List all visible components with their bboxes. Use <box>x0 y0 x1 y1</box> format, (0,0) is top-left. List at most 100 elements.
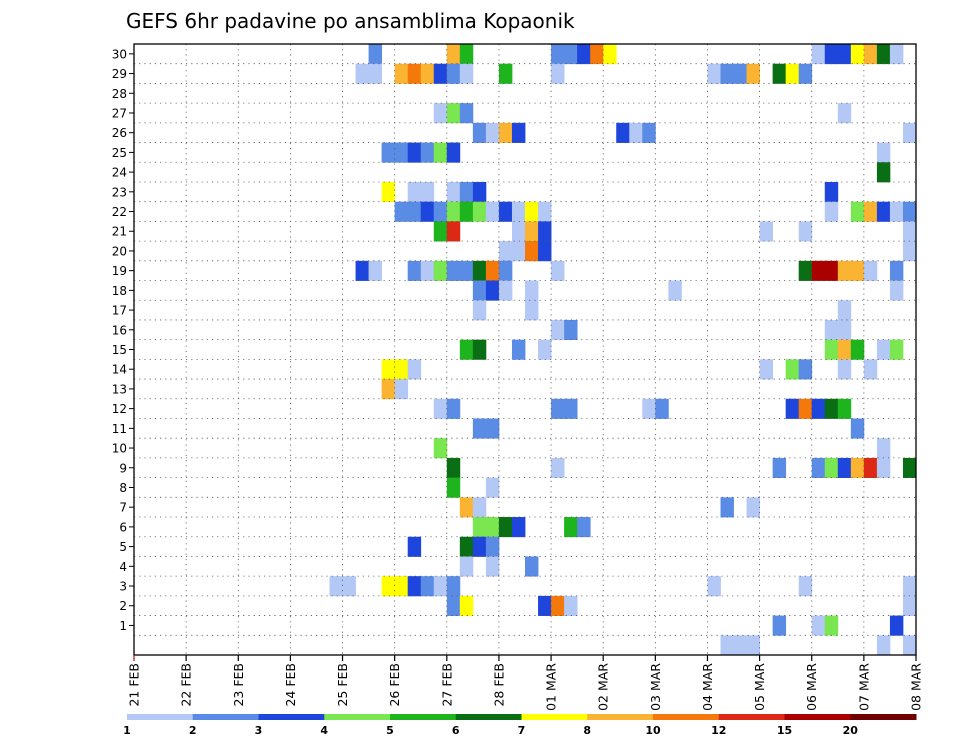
cell-m29-s51 <box>798 63 813 84</box>
cell-m14-s50 <box>785 359 800 380</box>
x-tick-label: 28 FEB <box>491 663 506 707</box>
cell-m26-s39 <box>642 122 656 143</box>
cell-m26-s26 <box>472 122 487 143</box>
cell-m30-s32 <box>551 44 565 65</box>
cell-m8-s24 <box>446 477 461 498</box>
cell-m19-s51 <box>798 260 813 281</box>
cell-m25-s22 <box>420 142 435 163</box>
cell-m16-s32 <box>551 319 565 341</box>
colorbar-label: 12 <box>711 724 726 737</box>
cell-m19-s24 <box>446 260 461 281</box>
cell-m30-s56 <box>863 44 878 65</box>
y-axis: 1234567891011121314151617181920212223242… <box>112 47 134 633</box>
cell-m21-s51 <box>798 221 813 242</box>
cell-m19-s32 <box>551 260 565 281</box>
cell-m11-s26 <box>472 418 487 439</box>
cell-m15-s54 <box>837 339 852 360</box>
y-tick-label: 17 <box>112 304 127 318</box>
cell-m29-s21 <box>407 63 422 84</box>
cell-m29-s45 <box>720 63 734 84</box>
cell-m19-s56 <box>863 260 878 281</box>
cell-m15-s53 <box>824 339 839 360</box>
cell-m17-s30 <box>525 300 539 321</box>
colorbar-label: 7 <box>518 724 526 737</box>
cell-m1-s52 <box>811 615 826 636</box>
cell-m25-s20 <box>394 142 409 163</box>
cell-m23-s22 <box>420 181 435 203</box>
cell-m29-s20 <box>394 63 409 84</box>
cell-m26-s27 <box>485 122 500 143</box>
cell-m10-s23 <box>433 438 448 459</box>
cell-m7-s45 <box>720 497 734 518</box>
cell-m12-s39 <box>642 398 656 419</box>
cell-m22-s58 <box>889 201 904 222</box>
cell-m20-s59 <box>902 241 917 262</box>
cell-m30-s35 <box>590 44 604 65</box>
cell-m6-s33 <box>564 517 578 538</box>
cell-m12-s50 <box>785 398 800 419</box>
cell-m29-s18 <box>368 63 383 84</box>
cell-m19-s23 <box>433 260 448 281</box>
cell-m29-s17 <box>355 63 369 84</box>
cell-m21-s30 <box>525 221 539 242</box>
colorbar-swatch <box>850 714 917 720</box>
cell-m19-s58 <box>889 260 904 281</box>
cell-m4-s27 <box>485 556 500 577</box>
cell-m19-s17 <box>355 260 369 281</box>
cell-m25-s21 <box>407 142 422 163</box>
cell-m12-s51 <box>798 398 813 419</box>
cell-m15-s26 <box>472 339 487 360</box>
cell-m2-s24 <box>446 595 461 616</box>
cell-m9-s24 <box>446 457 461 479</box>
cell-m21-s23 <box>433 221 448 242</box>
cell-m6-s27 <box>485 517 500 538</box>
y-tick-label: 23 <box>112 185 127 199</box>
cell-m21-s29 <box>511 221 526 242</box>
cell-m3-s16 <box>342 576 356 597</box>
cell-m12-s24 <box>446 398 461 419</box>
y-tick-label: 21 <box>112 225 127 239</box>
cell-m23-s53 <box>824 181 839 203</box>
cell-m23-s25 <box>459 181 474 203</box>
cell-m22-s28 <box>498 201 513 222</box>
y-tick-label: 5 <box>119 540 127 554</box>
cell-m12-s53 <box>824 398 839 419</box>
cell-m3-s20 <box>394 576 409 597</box>
cell-m22-s27 <box>485 201 500 222</box>
cell-m11-s55 <box>850 418 865 439</box>
cell-m2-s59 <box>902 595 917 616</box>
cell-m30-s25 <box>459 44 474 65</box>
cell-m23-s26 <box>472 181 487 203</box>
cell-m27-s54 <box>837 103 852 124</box>
cell-m15-s57 <box>876 339 891 360</box>
cell-m9-s53 <box>824 457 839 479</box>
y-tick-label: 29 <box>112 67 127 81</box>
cell-m19-s28 <box>498 260 513 281</box>
cell-m15-s25 <box>459 339 474 360</box>
y-tick-label: 7 <box>119 501 127 515</box>
cell-m0-s45 <box>720 635 734 656</box>
cell-m6-s26 <box>472 517 487 538</box>
cell-m22-s56 <box>863 201 878 222</box>
cell-m14-s51 <box>798 359 813 380</box>
cell-m3-s24 <box>446 576 461 597</box>
cell-m23-s19 <box>381 181 396 203</box>
cell-m29-s22 <box>420 63 435 84</box>
cell-m5-s27 <box>485 536 500 557</box>
y-tick-label: 1 <box>119 619 127 633</box>
cell-m29-s44 <box>707 63 721 84</box>
cell-m21-s31 <box>538 221 552 242</box>
x-tick-label: 26 FEB <box>387 663 402 707</box>
cell-m7-s26 <box>472 497 487 518</box>
cell-m30-s53 <box>824 44 839 65</box>
x-tick-label: 07 MAR <box>856 663 871 711</box>
cell-m5-s26 <box>472 536 487 557</box>
cell-m29-s49 <box>772 63 787 84</box>
x-axis: 21 FEB 22 FEB 23 FEB 24 FEB 25 FEB 26 FEB 27 F… <box>127 655 924 711</box>
cell-m25-s57 <box>876 142 891 163</box>
cell-m19-s53 <box>824 260 839 281</box>
cell-m18-s28 <box>498 280 513 301</box>
y-tick-label: 8 <box>119 481 127 495</box>
cell-m30-s52 <box>811 44 826 65</box>
